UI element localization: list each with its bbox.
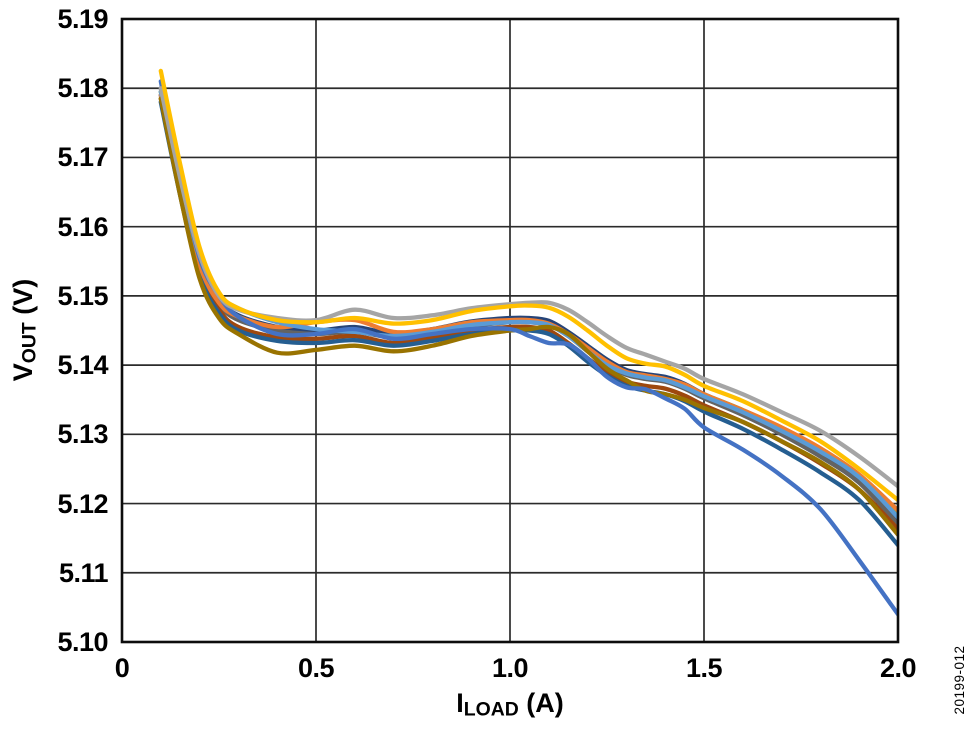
series-lines — [158, 68, 898, 617]
x-axis-title: ILOAD (A) — [360, 688, 660, 721]
y-tick-label-5.11: 5.11 — [58, 557, 109, 588]
x-tick-label-0.5: 0.5 — [297, 653, 335, 683]
y-tick-label-5.15: 5.15 — [57, 280, 108, 311]
x-tick-label-0: 0 — [114, 653, 130, 683]
y-tick-label-5.16: 5.16 — [57, 211, 108, 242]
x-axis-title-sub: LOAD — [463, 698, 519, 721]
y-tick-label-5.10: 5.10 — [57, 627, 108, 657]
x-tick-label-1.0: 1.0 — [491, 653, 529, 683]
y-axis-title: VOUT (V) — [8, 230, 41, 430]
series-line-gold — [158, 68, 898, 503]
series-line-steel-blue — [158, 99, 898, 548]
series-line-rust — [158, 96, 898, 532]
y-tick-label-5.14: 5.14 — [57, 350, 108, 381]
series-line-gray — [158, 86, 898, 489]
y-axis-title-sub: OUT — [18, 322, 41, 364]
y-axis-title-unit: (V) — [8, 278, 38, 323]
x-axis-title-main: I — [456, 688, 464, 718]
series-line-dark-gray — [158, 92, 898, 527]
figure-number: 20199-012 — [952, 645, 967, 715]
series-line-blue — [158, 79, 898, 617]
plot-border — [120, 17, 900, 644]
y-tick-label-5.18: 5.18 — [57, 73, 108, 104]
y-tick-label-5.13: 5.13 — [57, 419, 108, 450]
x-tick-label-1.5: 1.5 — [685, 653, 723, 683]
y-axis-title-main: V — [8, 363, 38, 382]
x-tick-label-2.0: 2.0 — [879, 653, 917, 683]
x-axis-title-unit: (A) — [518, 688, 564, 718]
y-tick-label-5.19: 5.19 — [57, 4, 108, 34]
y-tick-label-5.12: 5.12 — [57, 488, 108, 519]
y-tick-label-5.17: 5.17 — [57, 142, 108, 173]
series-line-olive — [158, 96, 898, 537]
